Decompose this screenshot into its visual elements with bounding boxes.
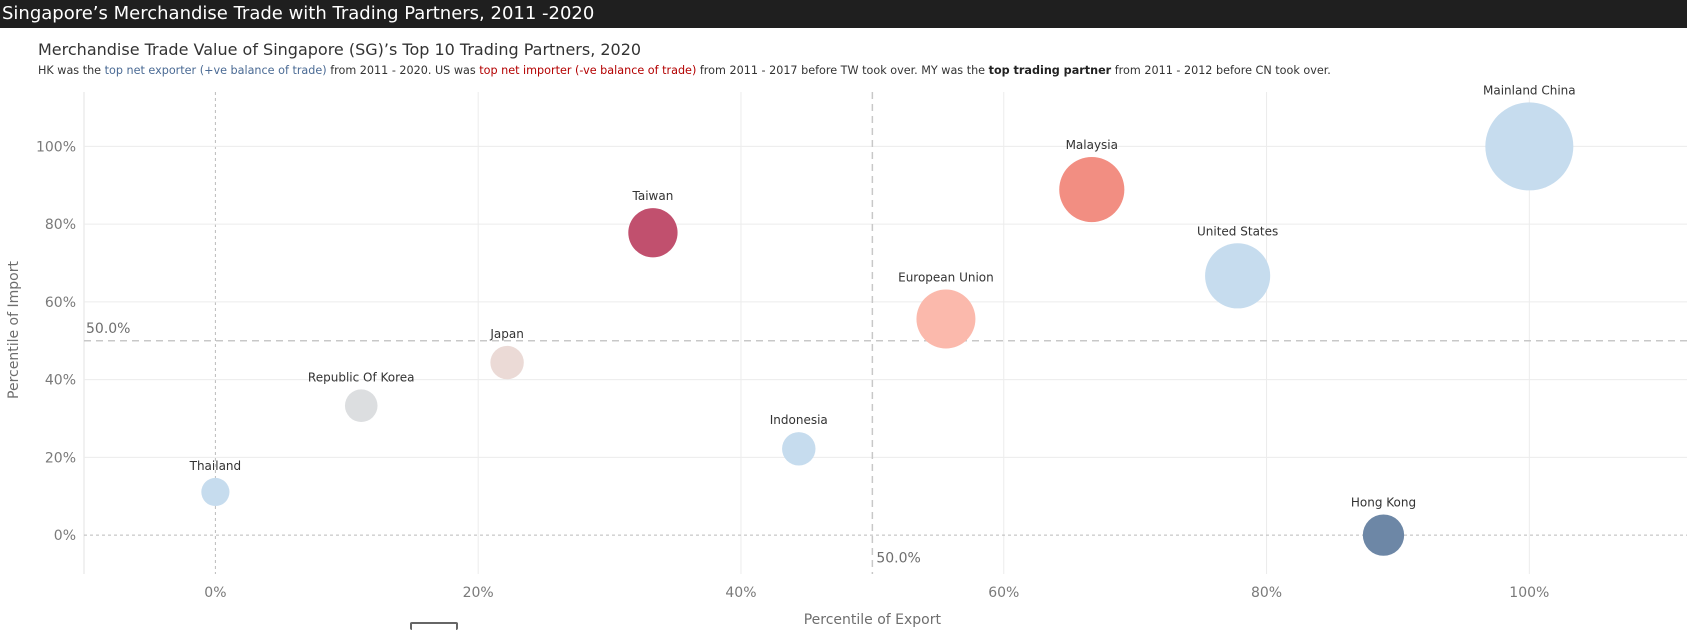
bubble-label-taiwan: Taiwan (632, 189, 674, 203)
subtitle-text-3: from 2011 - 2017 before TW took over. MY… (696, 64, 989, 77)
axis-ticks: 0% 20% 40% 60% 80% 100% 0% 20% 40% 60% 80% 100% (36, 139, 1549, 601)
gridlines (83, 92, 1687, 574)
bubble-hong-kong[interactable] (1362, 514, 1405, 556)
bubble-taiwan[interactable] (628, 208, 678, 258)
bubble-label-hong-kong: Hong Kong (1351, 495, 1416, 509)
bubble-labels: Mainland China Malaysia Taiwan United State… (189, 83, 1576, 509)
subtitle-highlight-exporter: top net exporter (+ve balance of trade) (104, 64, 327, 77)
bubble-label-european-union: European Union (898, 271, 994, 285)
bubble-label-japan: Japan (489, 327, 523, 341)
bubble-label-malaysia: Malaysia (1066, 138, 1118, 152)
scroll-handle-widget[interactable] (410, 622, 458, 630)
reference-lines: 50.0% 50.0% (84, 92, 1687, 574)
bubble-japan[interactable] (490, 345, 524, 380)
subtitle-text-1: HK was the (38, 64, 105, 77)
subtitle-text-2: from 2011 - 2020. US was (326, 64, 480, 77)
bubble-thailand[interactable] (201, 477, 230, 507)
x-tick-label: 80% (1251, 585, 1282, 601)
subtitle-text-4: from 2011 - 2012 before CN took over. (1111, 64, 1331, 77)
x-axis-title: Percentile of Export (804, 612, 942, 628)
x-tick-label: 40% (725, 585, 756, 601)
bubble-european-union[interactable] (916, 289, 976, 349)
y-tick-label: 0% (54, 528, 76, 544)
bubble-label-thailand: Thailand (189, 459, 242, 473)
bubbles (201, 102, 1574, 556)
y-tick-label: 20% (45, 450, 76, 466)
chart-subtitle: HK was the top net exporter (+ve balance… (38, 64, 1331, 77)
y-tick-label: 100% (36, 139, 76, 155)
bubble-label-republic-of-korea: Republic Of Korea (308, 370, 415, 384)
bubble-mainland-china[interactable] (1485, 102, 1574, 191)
subtitle-highlight-importer: top net importer (-ve balance of trade) (479, 64, 697, 77)
x-tick-label: 60% (988, 585, 1019, 601)
dashboard-title-bar: Singapore’s Merchandise Trade with Tradi… (0, 0, 1687, 28)
x-tick-label: 0% (204, 585, 226, 601)
bubble-republic-of-korea[interactable] (344, 389, 378, 422)
x-reference-label: 50.0% (876, 550, 920, 566)
y-tick-label: 60% (45, 295, 76, 311)
bubble-malaysia[interactable] (1059, 157, 1125, 223)
chart-title: Merchandise Trade Value of Singapore (SG… (38, 40, 642, 59)
bubble-united-states[interactable] (1205, 243, 1271, 309)
bubble-label-indonesia: Indonesia (770, 413, 828, 427)
y-reference-label: 50.0% (86, 321, 130, 337)
x-tick-label: 20% (463, 585, 494, 601)
y-tick-label: 80% (45, 217, 76, 233)
bubble-indonesia[interactable] (782, 432, 816, 466)
y-axis-title: Percentile of Import (6, 261, 22, 399)
x-tick-label: 100% (1509, 585, 1549, 601)
bubble-label-united-states: United States (1197, 224, 1278, 238)
subtitle-highlight-top-partner: top trading partner (988, 64, 1112, 77)
bubble-label-mainland-china: Mainland China (1483, 83, 1576, 97)
y-tick-label: 40% (45, 373, 76, 389)
